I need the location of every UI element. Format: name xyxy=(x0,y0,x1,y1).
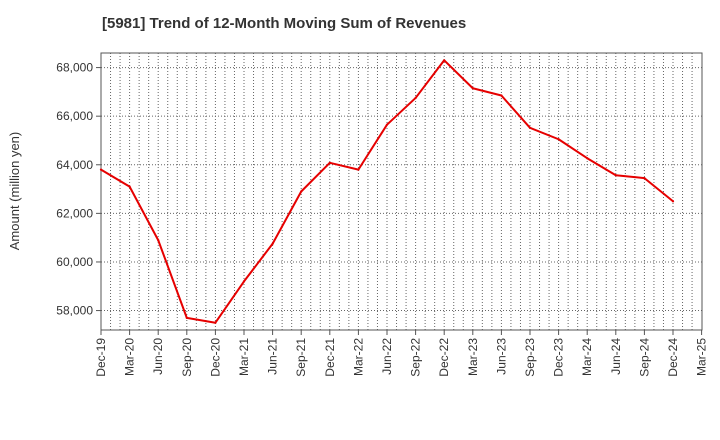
data-point xyxy=(157,238,160,242)
y-tick-label: 64,000 xyxy=(56,158,93,172)
data-point xyxy=(500,94,503,97)
x-tick-label: Mar-20 xyxy=(123,338,137,376)
x-tick-label: Jun-23 xyxy=(494,338,508,375)
x-tick-label: Mar-21 xyxy=(237,338,251,376)
data-point xyxy=(214,321,217,324)
plot-frame xyxy=(100,52,703,331)
x-tick-label: Dec-23 xyxy=(552,338,566,377)
y-axis-title: Amount (million yen) xyxy=(7,132,22,251)
data-point xyxy=(185,316,188,319)
x-tick-label: Sep-22 xyxy=(409,338,423,377)
y-tick-label: 58,000 xyxy=(56,304,93,318)
y-tick-label: 66,000 xyxy=(56,109,93,123)
x-axis: Dec-19 Mar-20 Jun-20 Sep-20 Dec-20 Mar-21 Jun-… xyxy=(94,330,709,377)
x-tick-label: Mar-23 xyxy=(466,338,480,376)
x-tick-label: Dec-20 xyxy=(208,338,222,377)
y-tick-label: 60,000 xyxy=(56,255,93,269)
data-point xyxy=(586,157,589,160)
data-point xyxy=(528,126,532,129)
y-axis: 58,000 60,000 62,000 64,000 66,000 68,000 xyxy=(56,61,101,318)
x-tick-label: Dec-24 xyxy=(666,338,680,377)
x-tick-label: Dec-21 xyxy=(323,338,337,377)
data-point xyxy=(443,59,446,62)
x-tick-label: Mar-24 xyxy=(580,338,594,376)
data-point xyxy=(414,96,417,100)
x-tick-label: Sep-20 xyxy=(180,338,194,377)
x-tick-label: Mar-22 xyxy=(351,338,365,376)
data-point xyxy=(128,185,131,188)
series-layer xyxy=(99,59,675,324)
x-tick-label: Dec-22 xyxy=(437,338,451,377)
data-point xyxy=(271,242,274,245)
plot-background xyxy=(101,53,702,330)
data-point xyxy=(614,174,617,177)
x-tick-label: Jun-20 xyxy=(151,338,165,375)
x-tick-label: Sep-21 xyxy=(294,338,308,377)
y-tick-label: 62,000 xyxy=(56,206,93,220)
data-point xyxy=(357,168,360,171)
y-tick-label: 68,000 xyxy=(56,61,93,75)
data-point xyxy=(242,280,246,283)
x-tick-label: Sep-24 xyxy=(637,338,651,377)
x-tick-label: Jun-21 xyxy=(266,338,280,375)
data-point xyxy=(671,200,675,203)
data-point xyxy=(99,168,103,171)
data-point xyxy=(643,177,646,180)
x-tick-label: Sep-23 xyxy=(523,338,537,377)
data-point xyxy=(385,123,389,126)
data-point xyxy=(471,87,474,90)
x-tick-label: Jun-22 xyxy=(380,338,394,375)
x-tick-label: Dec-19 xyxy=(94,338,108,377)
data-point xyxy=(300,190,303,193)
grid-lines xyxy=(101,53,702,330)
data-point xyxy=(557,138,560,141)
x-tick-label: Jun-24 xyxy=(609,338,623,375)
x-tick-label: Mar-25 xyxy=(695,338,709,376)
data-point xyxy=(328,161,331,164)
chart-title: [5981] Trend of 12-Month Moving Sum of R… xyxy=(102,15,467,32)
